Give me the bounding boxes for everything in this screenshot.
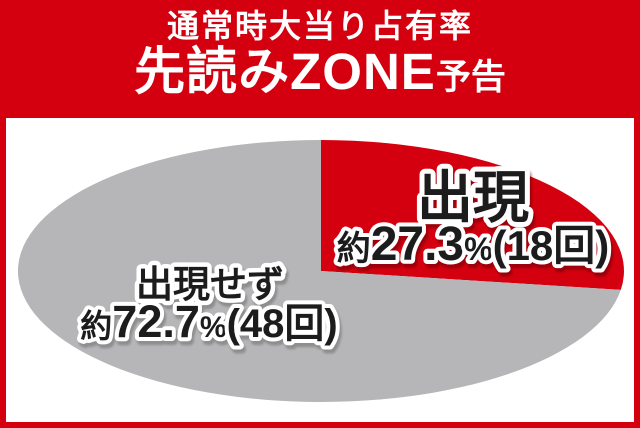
not-appeared-percent-sign: % xyxy=(200,311,227,344)
not-appeared-approx-prefix: 約 xyxy=(80,308,112,344)
header-subtitle: 通常時大当り占有率 xyxy=(166,8,473,44)
pie-slice-not-appeared xyxy=(17,140,621,402)
not-appeared-percent-value: 72.7 xyxy=(112,296,200,347)
pie-chart: 出現 約27.3%(18回) 出現せず 約72.7%(48回) xyxy=(17,140,624,402)
header-title: 先読みZONE予告 xyxy=(0,46,640,97)
header-title-suffix: 予告 xyxy=(435,58,506,98)
appeared-percent-value: 27.3 xyxy=(371,218,464,271)
pie-slice-appeared xyxy=(321,140,624,290)
appeared-value-label: 約27.3%(18回) xyxy=(337,218,610,271)
appeared-approx-prefix: 約 xyxy=(337,230,371,268)
appeared-percent-sign: % xyxy=(464,231,492,267)
not-appeared-label: 出現せず xyxy=(136,264,284,305)
header-title-main: 先読みZONE xyxy=(134,43,436,101)
appeared-label-group: 出現 約27.3%(18回) xyxy=(333,161,614,275)
header: 通常時大当り占有率 先読みZONE予告 xyxy=(0,0,640,118)
not-appeared-count: (48回) xyxy=(227,302,338,346)
appeared-count: (18回) xyxy=(493,222,610,269)
not-appeared-label-group: 出現せず 約72.7%(48回) xyxy=(76,260,341,352)
appeared-label: 出現 xyxy=(417,166,529,229)
not-appeared-value-label: 約72.7%(48回) xyxy=(80,296,337,347)
